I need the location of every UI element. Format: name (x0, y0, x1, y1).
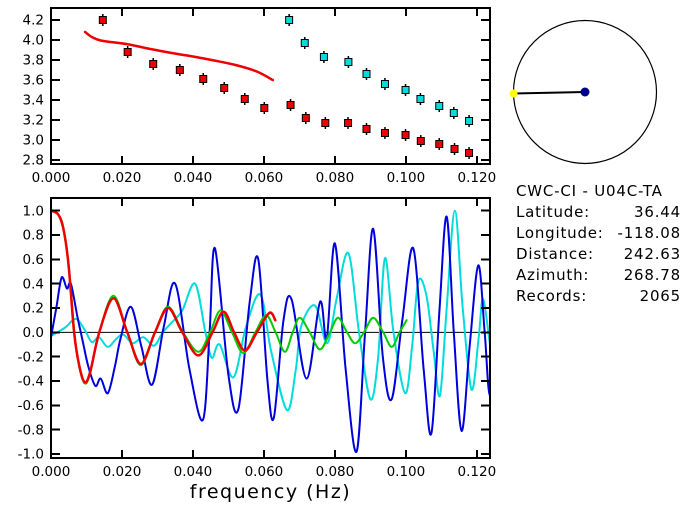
station-info-row: Distance: 242.63 (516, 244, 681, 265)
measured-group-velocity-cyan-marker (435, 102, 444, 110)
y-axis-tick-label: 0.4 (23, 276, 44, 292)
azimuth-label: Azimuth: (516, 266, 590, 284)
y-axis-tick-label: 0.0 (23, 325, 44, 341)
spectrum-blue (50, 215, 491, 453)
y-axis-tick-label: -0.6 (18, 398, 44, 414)
y-axis-tick-label: 0.2 (23, 301, 44, 317)
measured-group-velocity-red-marker (380, 129, 389, 137)
x-axis-tick-label: 0.020 (103, 464, 142, 480)
y-axis-tick-label: 0.6 (23, 252, 44, 268)
measured-group-velocity-cyan-marker (300, 39, 309, 47)
x-axis-tick-label: 0.080 (316, 170, 355, 186)
spectra-series-group (50, 209, 491, 453)
station-info-row: Records: 2065 (516, 286, 681, 307)
azimuth-path-line (513, 91, 586, 95)
spectrum-green (50, 209, 408, 385)
longitude-value: -118.08 (617, 224, 681, 242)
y-axis-tick-label: -0.2 (18, 349, 44, 365)
measured-group-velocity-cyan-marker (401, 86, 410, 94)
y-axis-tick-label: 3.4 (23, 93, 44, 109)
measured-group-velocity-red-marker (199, 75, 208, 83)
y-axis-tick-label: 3.0 (23, 133, 44, 149)
measured-group-velocity-red-marker (465, 149, 474, 157)
longitude-label: Longitude: (516, 224, 604, 242)
event-dot (580, 87, 590, 97)
x-axis-tick-label: 0.120 (458, 464, 497, 480)
y-axis-tick-label: 4.0 (23, 33, 44, 49)
measured-group-velocity-red-marker (260, 104, 269, 112)
y-axis-tick-label: 0.8 (23, 228, 44, 244)
y-axis-tick-label: -0.4 (18, 374, 44, 390)
x-axis-tick-label: 0.020 (103, 170, 142, 186)
station-info-row: Latitude: 36.44 (516, 202, 681, 223)
x-axis-tick-label: 0.060 (245, 170, 284, 186)
measured-group-velocity-cyan-marker (380, 80, 389, 88)
x-axis-tick-label: 0.100 (387, 464, 426, 480)
dispersion-frame (50, 7, 491, 165)
measured-group-velocity-cyan-marker (285, 16, 294, 24)
y-axis-tick-label: 4.2 (23, 13, 44, 29)
x-axis-tick-label: 0.040 (174, 170, 213, 186)
measured-group-velocity-red-marker (286, 101, 295, 109)
latitude-value: 36.44 (634, 203, 681, 221)
measured-group-velocity-red-marker (301, 114, 310, 122)
measured-group-velocity-cyan-marker (416, 95, 425, 103)
distance-label: Distance: (516, 245, 594, 263)
station-info-row: Azimuth: 268.78 (516, 265, 681, 286)
y-axis-tick-label: 1.0 (23, 203, 44, 219)
y-axis-tick-label: 3.2 (23, 113, 44, 129)
latitude-label: Latitude: (516, 203, 590, 221)
measured-group-velocity-cyan-marker (344, 58, 353, 66)
y-axis-tick-label: 3.8 (23, 53, 44, 69)
dispersion-series-group (83, 14, 474, 159)
measured-group-velocity-red-marker (123, 48, 132, 56)
x-axis-title: frequency (Hz) (190, 481, 351, 503)
x-axis-tick-label: 0.000 (32, 464, 71, 480)
azimuth-value: 268.78 (623, 266, 681, 284)
measured-group-velocity-red-marker (240, 95, 249, 103)
records-label: Records: (516, 287, 588, 305)
y-axis-tick-label: -1.0 (18, 447, 44, 463)
y-axis-tick-label: 2.8 (23, 153, 44, 169)
x-axis-tick-label: 0.060 (245, 464, 284, 480)
x-axis-tick-label: 0.040 (174, 464, 213, 480)
spectrum-red (50, 209, 277, 384)
measured-group-velocity-red-marker (175, 66, 184, 74)
measured-group-velocity-red-marker (344, 119, 353, 127)
x-axis-tick-label: 0.100 (387, 170, 426, 186)
distance-value: 242.63 (623, 245, 681, 263)
measured-group-velocity-red-marker (450, 145, 459, 153)
measured-group-velocity-cyan-marker (465, 117, 474, 125)
station-info-row: Longitude: -118.08 (516, 223, 681, 244)
x-axis-tick-label: 0.080 (316, 464, 355, 480)
spectra-frame (50, 197, 491, 459)
spectrum-cyan (50, 209, 491, 412)
x-axis-tick-label: 0.000 (32, 170, 71, 186)
measured-group-velocity-red-marker (362, 125, 371, 133)
measured-group-velocity-red-marker (149, 60, 158, 68)
measured-group-velocity-red-marker (321, 119, 330, 127)
measured-group-velocity-red-marker (416, 137, 425, 145)
measured-group-velocity-cyan-marker (449, 109, 458, 117)
y-axis-tick-label: 3.6 (23, 73, 44, 89)
measured-group-velocity-cyan-marker (362, 70, 371, 78)
station-info-panel: CWC-CI - U04C-TA Latitude: 36.44 Longitu… (516, 181, 681, 307)
measured-group-velocity-red-marker (401, 131, 410, 139)
measured-group-velocity-red-marker (98, 16, 107, 24)
records-value: 2065 (639, 287, 681, 305)
measured-group-velocity-red-marker (435, 140, 444, 148)
station-pair-title: CWC-CI - U04C-TA (516, 182, 663, 200)
station-dot (509, 89, 518, 98)
model-dispersion-curve (83, 30, 275, 82)
x-axis-tick-label: 0.120 (458, 170, 497, 186)
measured-group-velocity-red-marker (220, 84, 229, 92)
y-axis-tick-label: -0.8 (18, 422, 44, 438)
measured-group-velocity-cyan-marker (319, 53, 328, 61)
